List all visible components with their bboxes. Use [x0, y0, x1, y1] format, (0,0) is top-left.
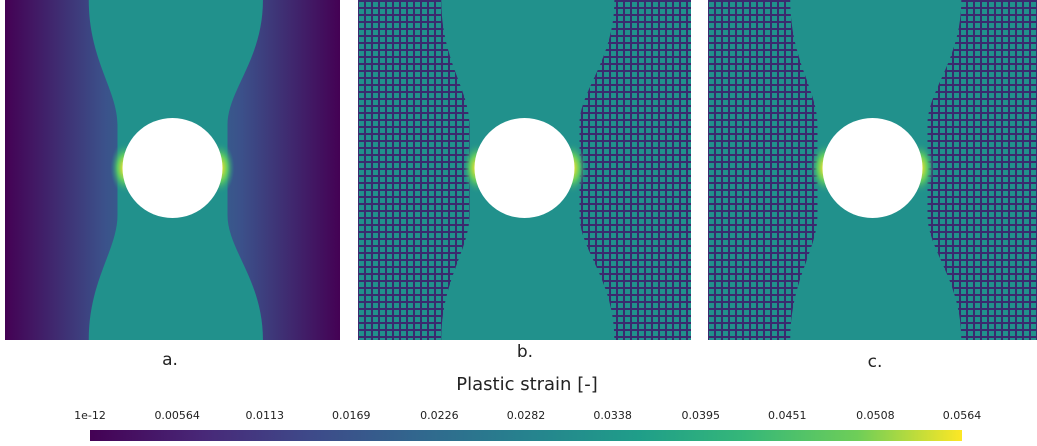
colorbar-tick-label: 0.00564 [154, 409, 200, 422]
panel-label: a. [162, 350, 178, 370]
colorbar-tick-label: 0.0169 [332, 409, 371, 422]
colorbar-tick-label: 0.0226 [420, 409, 459, 422]
colorbar-title: Plastic strain [-] [456, 374, 597, 395]
colorbar-tick-label: 0.0338 [593, 409, 632, 422]
figure: Plastic strain [-] a. b. c. 1e-12 0.00564 0.0… [0, 0, 1037, 446]
colorbar-tick-label: 0.0113 [245, 409, 284, 422]
hole [475, 118, 575, 218]
hole [123, 118, 223, 218]
panel-label: b. [517, 342, 533, 362]
panel-label: c. [868, 352, 883, 372]
colorbar-tick-label: 0.0564 [943, 409, 982, 422]
colorbar-tick-label: 0.0395 [681, 409, 720, 422]
figure-canvas: Plastic strain [-] a. b. c. 1e-12 0.00564 0.0… [0, 0, 1037, 446]
colorbar-tick-label: 0.0451 [768, 409, 807, 422]
colorbar-tick-label: 0.0282 [507, 409, 546, 422]
colorbar-tick-label: 0.0508 [856, 409, 895, 422]
colorbar-tick-label: 1e-12 [74, 409, 106, 422]
hole [823, 118, 923, 218]
colorbar [90, 430, 962, 441]
